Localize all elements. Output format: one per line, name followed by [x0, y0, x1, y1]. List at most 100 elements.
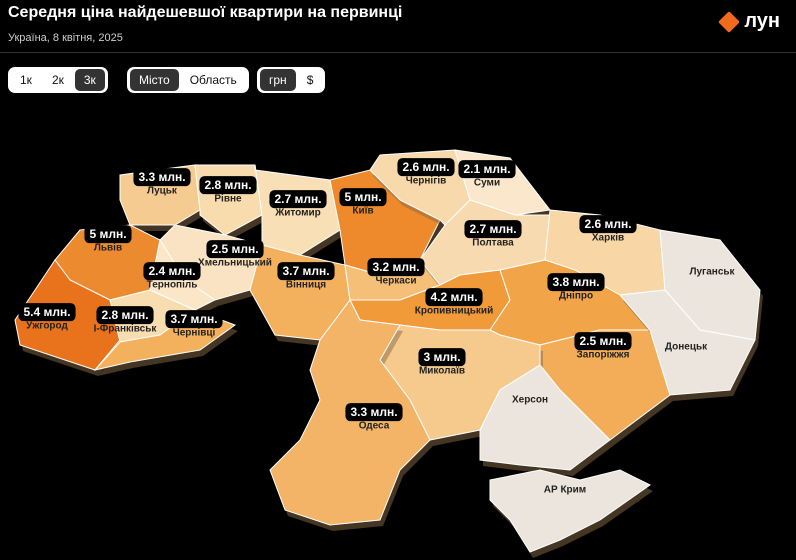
price-text: 2.1 млн.	[463, 162, 510, 176]
price-pill	[339, 188, 387, 207]
price-text: 2.5 млн.	[579, 334, 626, 348]
price-text: 3.3 млн.	[350, 405, 397, 419]
price-text: 2.8 млн.	[204, 178, 251, 192]
region-name: Київ	[352, 206, 373, 217]
region	[489, 469, 651, 553]
price-label: 2.6 млн.	[397, 158, 455, 177]
rooms-toggle: 1к 2к 3к	[8, 67, 108, 93]
price-text: 2.6 млн.	[402, 160, 449, 174]
toggle-button[interactable]: Місто	[130, 69, 179, 91]
price-label: 3.7 млн.	[165, 310, 223, 329]
price-label: 5.4 млн.	[18, 303, 76, 322]
region-name: Одеса	[359, 421, 390, 432]
price-pill	[84, 225, 132, 244]
region-name: Кропивницький	[415, 306, 493, 317]
price-label: 4.2 млн.	[425, 288, 483, 307]
price-label: 2.6 млн.	[579, 215, 637, 234]
toggle-button[interactable]: Область	[189, 73, 237, 87]
price-text: 3.2 млн.	[372, 260, 419, 274]
price-label: 3.3 млн.	[133, 168, 191, 187]
region-name: Черкаси	[376, 276, 417, 287]
price-label: 2.4 млн.	[143, 262, 201, 281]
price-pill	[277, 262, 335, 281]
region-name: Суми	[474, 178, 500, 189]
logo: лун	[718, 10, 780, 33]
region-name: Рівне	[214, 194, 242, 205]
region-name: Вінниця	[286, 280, 326, 291]
price-pill	[464, 220, 522, 239]
region-name: Херсон	[512, 395, 548, 406]
toggle-button[interactable]: 2к	[51, 73, 64, 87]
price-text: 3.7 млн.	[282, 264, 329, 278]
price-label: 3.3 млн.	[345, 403, 403, 422]
price-label: 2.7 млн.	[269, 190, 327, 209]
price-pill	[418, 348, 466, 367]
price-text: 5.4 млн.	[23, 305, 70, 319]
price-pill	[579, 215, 637, 234]
price-label: 5 млн.	[84, 225, 132, 244]
toggle-button[interactable]: $	[306, 73, 314, 87]
logo-text: лун	[744, 10, 780, 32]
region	[479, 364, 611, 471]
region-name: Чернівці	[173, 328, 216, 339]
price-label: 2.8 млн.	[199, 176, 257, 195]
price-label: 3.2 млн.	[367, 258, 425, 277]
price-label: 2.5 млн.	[206, 240, 264, 259]
price-label: 5 млн.	[339, 188, 387, 207]
toggle-button[interactable]: 3к	[74, 69, 105, 91]
price-label: 2.7 млн.	[464, 220, 522, 239]
price-pill	[269, 190, 327, 209]
price-text: 3.3 млн.	[138, 170, 185, 184]
price-pill	[458, 160, 516, 179]
currency-toggle: грн $	[257, 67, 326, 93]
region-name: Ужгород	[26, 321, 68, 332]
region-name: Луцьк	[147, 186, 178, 197]
price-label: 2.8 млн.	[96, 306, 154, 325]
logo-icon	[718, 10, 741, 33]
region-name: Житомир	[274, 208, 321, 219]
price-pill	[143, 262, 201, 281]
price-pill	[397, 158, 455, 177]
price-text: 3.7 млн.	[170, 312, 217, 326]
price-pill	[206, 240, 264, 259]
region-name: Дніпро	[559, 291, 593, 302]
region-name: Полтава	[472, 238, 514, 249]
price-pill	[96, 306, 154, 325]
price-pill	[425, 288, 483, 307]
price-pill	[367, 258, 425, 277]
region-name: Запоріжжя	[577, 350, 630, 361]
region-name: Чернігів	[406, 176, 447, 187]
region-name: Хмельницький	[198, 258, 272, 269]
area-toggle: Місто Область	[127, 67, 249, 93]
price-text: 2.8 млн.	[101, 308, 148, 322]
region-name: АР Крим	[544, 485, 586, 496]
price-pill	[18, 303, 76, 322]
price-pill	[547, 273, 605, 292]
region-name: І-Франківськ	[94, 324, 158, 335]
price-text: 2.6 млн.	[584, 217, 631, 231]
price-label: 2.5 млн.	[574, 332, 632, 351]
price-text: 2.4 млн.	[148, 264, 195, 278]
price-text: 2.5 млн.	[211, 242, 258, 256]
price-text: 3.8 млн.	[552, 275, 599, 289]
price-text: 5 млн.	[89, 227, 126, 241]
price-text: 2.7 млн.	[274, 192, 321, 206]
toggle-button[interactable]: грн	[260, 69, 296, 91]
price-label: 3 млн.	[418, 348, 466, 367]
region	[619, 289, 756, 396]
price-text: 4.2 млн.	[430, 290, 477, 304]
region-name: Харків	[592, 233, 624, 244]
region-name: Донецьк	[665, 342, 708, 353]
title: Середня ціна найдешевшої квартири на пер…	[8, 4, 403, 21]
price-pill	[574, 332, 632, 351]
price-text: 2.7 млн.	[469, 222, 516, 236]
toggle-button[interactable]: 1к	[20, 73, 32, 87]
price-text: 3 млн.	[423, 350, 460, 364]
region-name: Львів	[94, 243, 122, 254]
region-name: Миколаїв	[419, 366, 465, 377]
price-pill	[165, 310, 223, 329]
price-label: 3.7 млн.	[277, 262, 335, 281]
price-label: 2.1 млн.	[458, 160, 516, 179]
